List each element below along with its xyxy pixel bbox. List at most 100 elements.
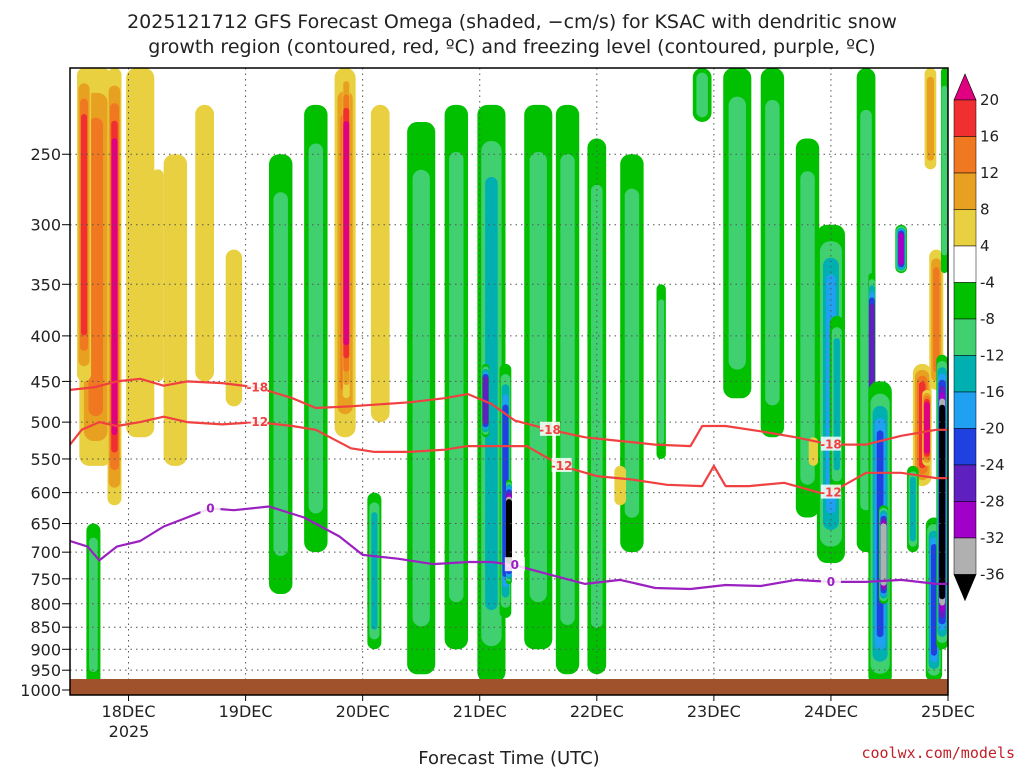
contour-label-bg <box>247 414 268 429</box>
y-tick-label: 750 <box>30 570 61 589</box>
y-tick-label: 800 <box>30 595 61 614</box>
colorbar-segment <box>953 99 977 137</box>
x-tick-label: 24DEC <box>804 702 858 721</box>
chart-title-line2: growth region (contoured, red, ºC) and f… <box>148 36 875 58</box>
colorbar-segment <box>953 428 977 466</box>
contour-label-bg <box>247 379 268 394</box>
colorbar-label: -24 <box>980 456 1005 474</box>
omega-cell <box>371 512 378 630</box>
colorbar-label: -20 <box>980 420 1005 438</box>
contour-label-bg <box>539 421 560 436</box>
omega-cell <box>926 76 935 161</box>
omega-cell <box>933 267 940 373</box>
omega-cell <box>560 154 575 625</box>
contour-line-m12 <box>70 415 948 494</box>
colorbar-label: 4 <box>980 237 990 255</box>
contour-label: -18 <box>246 380 268 394</box>
colorbar-segment <box>953 209 977 247</box>
omega-cell <box>412 169 430 627</box>
colorbar-segment <box>953 391 977 429</box>
omega-cell <box>111 138 118 435</box>
omega-cell <box>808 437 819 466</box>
colorbar-segment <box>953 172 977 210</box>
x-tick-label: 18DEC <box>102 702 156 721</box>
x-tick-year: 2025 <box>109 722 150 741</box>
omega-cell <box>225 249 243 407</box>
omega-cell <box>898 233 905 265</box>
omega-cell <box>273 192 288 556</box>
y-tick-label: 500 <box>30 413 61 432</box>
omega-cell <box>923 402 930 454</box>
omega-cell <box>506 499 512 565</box>
omega-cell <box>529 151 547 603</box>
chart-title-line1: 2025121712 GFS Forecast Omega (shaded, −… <box>127 11 897 33</box>
contour-line-m18 <box>70 377 948 448</box>
omega-cell <box>930 543 937 656</box>
y-tick-label: 250 <box>30 145 61 164</box>
y-tick-label: 1000 <box>20 681 61 700</box>
omega-cell <box>195 104 214 382</box>
colorbar-segment <box>953 355 977 393</box>
contour-label: -12 <box>820 486 842 500</box>
y-axis: 250 300 350 400 450 500 550 600 650 700 750 800 850 9… <box>20 145 70 700</box>
omega-cell <box>151 169 164 382</box>
y-tick-label: 550 <box>30 450 61 469</box>
omega-cell <box>449 151 464 603</box>
y-tick-label: 950 <box>30 661 61 680</box>
omega-cell <box>370 104 390 423</box>
y-tick-label: 600 <box>30 484 61 503</box>
contour-label: 0 <box>827 575 835 589</box>
colorbar-label: 20 <box>980 91 999 109</box>
contour-label-bg <box>551 457 572 472</box>
y-tick-label: 650 <box>30 515 61 534</box>
omega-cell <box>591 184 603 628</box>
y-tick-label: 900 <box>30 640 61 659</box>
colorbar-label: 8 <box>980 201 990 219</box>
x-tick-label: 25DEC <box>921 702 975 721</box>
colorbar-label: -8 <box>980 310 995 328</box>
x-tick-label: 19DEC <box>219 702 273 721</box>
omega-cell <box>343 121 350 346</box>
omega-cell <box>308 143 324 514</box>
contour-label: -18 <box>820 438 842 452</box>
omega-shading <box>77 68 948 687</box>
contour-line-freezing <box>70 505 948 591</box>
x-axis: 18DEC 19DEC 20DEC 21DEC 22DEC 23DEC 24DEC 25DEC <box>102 695 975 721</box>
ground-band <box>70 679 948 695</box>
contour-lines: 0 0 0 -12 -12 -12 -18 -18 -18 <box>70 377 948 591</box>
omega-cell <box>941 85 948 256</box>
colorbar-label: -32 <box>980 529 1005 547</box>
omega-cell <box>126 68 155 438</box>
x-tick-label: 20DEC <box>336 702 390 721</box>
colorbar-arrow-top <box>953 73 977 101</box>
contour-label: -18 <box>539 423 561 437</box>
colorbar-arrow-bottom <box>953 574 977 602</box>
colorbar-segment <box>953 136 977 174</box>
contour-label: -12 <box>246 415 268 429</box>
y-tick-label: 450 <box>30 372 61 391</box>
contour-label-bg <box>200 500 221 515</box>
omega-cell <box>81 113 88 336</box>
contour-label-bg <box>820 436 841 451</box>
y-tick-label: 850 <box>30 618 61 637</box>
omega-cell <box>485 177 498 611</box>
contour-label-bg <box>820 573 841 588</box>
colorbar-label: -16 <box>980 383 1005 401</box>
omega-cell <box>89 537 98 673</box>
colorbar-label: 16 <box>980 128 999 146</box>
y-tick-label: 700 <box>30 543 61 562</box>
omega-cell <box>163 154 188 466</box>
source-credit: coolwx.com/models <box>861 744 1015 762</box>
colorbar-segment <box>953 282 977 320</box>
contour-label: 0 <box>206 501 214 515</box>
omega-cell <box>624 188 640 518</box>
colorbar-label: -12 <box>980 347 1005 365</box>
colorbar: 20 16 12 8 4 -4 -8 -12 -16 -20 -24 -28 -32 -36 <box>953 73 1005 602</box>
contour-label-bg <box>820 484 841 499</box>
contour-label: 0 <box>511 558 519 572</box>
omega-cell <box>909 476 916 542</box>
colorbar-segment <box>953 501 977 539</box>
omega-cell <box>800 171 815 485</box>
x-axis-label: Forecast Time (UTC) <box>418 748 599 768</box>
